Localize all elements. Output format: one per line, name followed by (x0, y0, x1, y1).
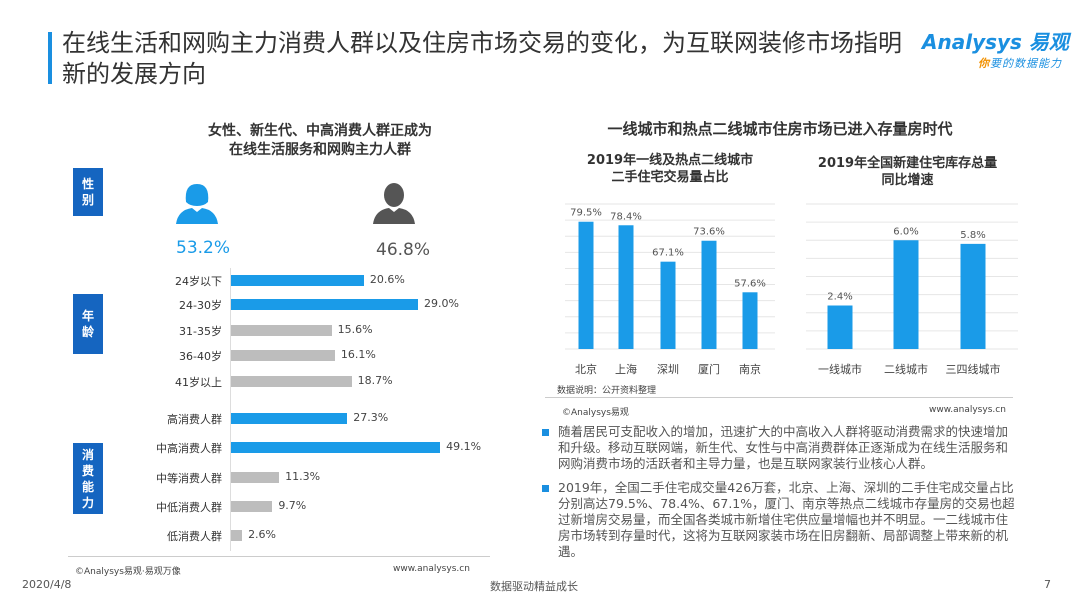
bar-value-label: 78.4% (610, 211, 642, 222)
male-percentage: 46.8% (376, 240, 431, 260)
right-bar-charts: 79.5% 北京 78.4% 上海 67.1% 深圳 73.6% 厦门 57.6% 南京 2.4% 一… (565, 203, 1018, 376)
category-label: 北京 (575, 362, 597, 376)
bullet-point-1: 随着居民可支配收入的增加，迅速扩大的中高收入人群将驱动消费需求的快速增加和升级。… (540, 424, 1020, 472)
bar-二线城市 (893, 240, 919, 349)
bar-上海 (618, 225, 634, 349)
bar-value-label: 27.3% (353, 411, 389, 424)
footer-slogan: 数据驱动精益成长 (490, 580, 578, 593)
bar-label: 24岁以下 (175, 275, 222, 288)
left-title-line1: 女性、新生代、中高消费人群正成为 (208, 123, 432, 139)
left-footer-divider (68, 556, 490, 557)
page-number: 7 (1044, 578, 1051, 591)
logo-slogan: 你要的数据能力 (978, 57, 1062, 70)
bar-label: 中低消费人群 (156, 501, 222, 514)
bar-深圳 (660, 261, 676, 349)
bar (231, 472, 280, 483)
category-label: 一线城市 (818, 362, 862, 376)
left-url[interactable]: www.analysys.cn (393, 564, 470, 574)
bar-value-label: 29.0% (424, 297, 459, 310)
category-label: 三四线城市 (946, 362, 1001, 376)
bullet-point-2: 2019年，全国二手住宅成交量426万套，北京、上海、深圳的二手住宅成交量占比分… (540, 480, 1020, 560)
bar (231, 413, 348, 424)
bar-value-label: 57.6% (734, 278, 766, 289)
category-label: 深圳 (657, 363, 679, 376)
bar-value-label: 6.0% (893, 226, 918, 237)
right-panel-title: 一线城市和热点二线城市住房市场已进入存量房时代 (607, 120, 953, 138)
bar-value-label: 5.8% (960, 230, 985, 241)
bar (231, 325, 332, 336)
bar-label: 36-40岁 (179, 350, 222, 363)
right-url[interactable]: www.analysys.cn (929, 405, 1006, 415)
analysys-logo: Analysys 易观 你要的数据能力 (922, 26, 1069, 71)
bar-value-label: 49.1% (446, 440, 482, 453)
bar (231, 530, 243, 541)
age-label-box: 年龄 (73, 294, 103, 354)
bar-value-label: 2.4% (827, 292, 852, 303)
bar-value-label: 15.6% (337, 323, 373, 336)
footer-date: 2020/4/8 (22, 578, 72, 591)
bar-一线城市 (827, 305, 853, 349)
bar-value-label: 73.6% (693, 227, 725, 238)
data-source-note: 数据说明：公开资料整理 (557, 386, 657, 396)
bar-value-label: 11.3% (285, 470, 321, 483)
bar-value-label: 79.5% (570, 208, 602, 219)
bar-三四线城市 (960, 243, 986, 349)
bar-label: 中高消费人群 (156, 442, 222, 455)
left-title-line2: 在线生活服务和网购主力人群 (229, 142, 411, 158)
bar-label: 31-35岁 (179, 325, 222, 338)
category-label: 上海 (615, 362, 637, 376)
bar-value-label: 20.6% (369, 273, 405, 286)
page-title: 在线生活和网购主力消费人群以及住房市场交易的变化，为互联网装修市场指明新的发展方… (62, 29, 902, 88)
category-label: 南京 (739, 362, 761, 376)
bar-label: 低消费人群 (167, 530, 222, 543)
consumption-label-box: 消费能力 (73, 443, 103, 514)
bar-value-label: 9.7% (278, 499, 307, 512)
chart2-title: 2019年全国新建住宅库存总量 同比增速 (817, 156, 998, 188)
right-copyright: ©Analysys易观 (562, 408, 629, 418)
title-accent-bar (48, 32, 52, 84)
bar (231, 275, 364, 286)
bar-value-label: 16.1% (340, 348, 376, 361)
bar-value-label: 67.1% (652, 248, 684, 259)
bar (231, 376, 352, 387)
bar-label: 24-30岁 (179, 299, 222, 312)
bar-label: 41岁以上 (175, 376, 222, 389)
category-label: 二线城市 (884, 362, 928, 376)
bar-北京 (578, 221, 594, 349)
male-user-icon (373, 183, 415, 224)
bar-label: 中等消费人群 (156, 472, 222, 485)
logo-brand: Analysys 易观 (922, 30, 1069, 54)
left-copyright: ©Analysys易观·易观万像 (75, 567, 181, 577)
female-user-icon (176, 184, 218, 224)
bar (231, 442, 441, 453)
left-panel-title: 女性、新生代、中高消费人群正成为 在线生活服务和网购主力人群 (150, 122, 490, 160)
bar (231, 299, 419, 310)
bar-南京 (742, 292, 758, 349)
bar-axis-line (230, 268, 231, 551)
category-label: 厦门 (698, 362, 720, 376)
bar (231, 350, 335, 361)
bar-value-label: 18.7% (357, 374, 393, 387)
bar-value-label: 2.6% (248, 528, 277, 541)
bar-label: 高消费人群 (167, 413, 222, 426)
bar (231, 501, 273, 512)
chart1-title: 2019年一线及热点二线城市 二手住宅交易量占比 (586, 153, 754, 185)
right-footer-divider (545, 397, 1013, 398)
female-percentage: 53.2% (176, 238, 231, 258)
gender-label-box: 性别 (73, 168, 103, 216)
bar-厦门 (701, 240, 717, 349)
